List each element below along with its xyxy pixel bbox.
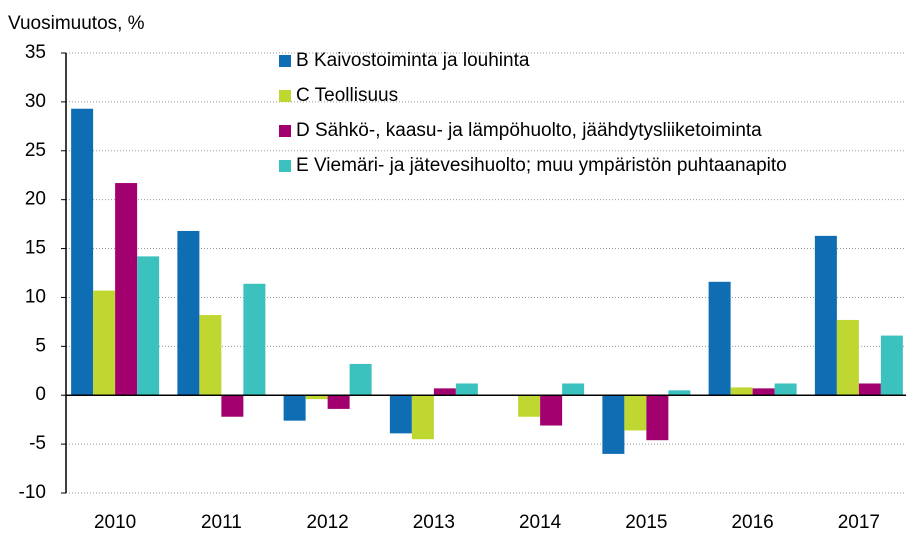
bar bbox=[411, 395, 434, 440]
x-tick-label: 2010 bbox=[94, 512, 136, 533]
legend-swatch bbox=[279, 55, 291, 67]
bar bbox=[221, 395, 244, 417]
bar bbox=[562, 383, 585, 396]
bar bbox=[730, 387, 753, 396]
bar bbox=[836, 319, 859, 396]
legend-label: D Sähkö-, kaasu- ja lämpöhuolto, jäähdyt… bbox=[296, 120, 762, 141]
x-tick-label: 2013 bbox=[413, 512, 455, 533]
x-tick-label: 2016 bbox=[731, 512, 773, 533]
y-tick-label: -10 bbox=[19, 482, 46, 503]
bar bbox=[93, 290, 116, 396]
bar bbox=[455, 383, 478, 396]
x-tick-label: 2015 bbox=[625, 512, 667, 533]
bar bbox=[814, 235, 837, 396]
bar bbox=[624, 395, 647, 431]
bar bbox=[137, 256, 160, 396]
y-axis-title: Vuosimuutos, % bbox=[8, 13, 145, 34]
x-tick-label: 2017 bbox=[838, 512, 880, 533]
bar bbox=[518, 395, 541, 417]
x-tick-label: 2014 bbox=[519, 512, 562, 533]
bar bbox=[115, 183, 138, 396]
bar bbox=[540, 395, 563, 426]
y-tick-label: 0 bbox=[35, 384, 46, 405]
y-tick-label: 15 bbox=[25, 238, 46, 259]
bar bbox=[71, 108, 94, 396]
legend-swatch bbox=[279, 125, 291, 137]
bar bbox=[668, 390, 691, 396]
legend-swatch bbox=[279, 160, 291, 172]
y-tick-label: 25 bbox=[25, 140, 46, 161]
y-tick-label: -5 bbox=[29, 433, 46, 454]
bar bbox=[283, 395, 306, 421]
bar bbox=[752, 388, 775, 396]
bar bbox=[708, 281, 731, 396]
bar bbox=[389, 395, 412, 434]
bar bbox=[349, 363, 372, 396]
y-tick-label: 30 bbox=[25, 91, 46, 112]
bar bbox=[305, 395, 328, 400]
y-tick-label: 20 bbox=[25, 189, 46, 210]
legend-swatch bbox=[279, 90, 291, 102]
bar bbox=[177, 230, 200, 396]
bar bbox=[327, 395, 350, 409]
bar bbox=[199, 315, 222, 396]
bar bbox=[858, 383, 881, 396]
bar bbox=[602, 395, 625, 454]
bar bbox=[243, 283, 266, 396]
x-tick-label: 2012 bbox=[306, 512, 348, 533]
legend-label: E Viemäri- ja jätevesihuolto; muu ympäri… bbox=[296, 155, 787, 176]
bar bbox=[774, 383, 797, 396]
x-tick-label: 2011 bbox=[201, 512, 242, 533]
y-tick-label: 35 bbox=[25, 42, 46, 63]
bar bbox=[433, 388, 456, 396]
bar bbox=[646, 395, 669, 441]
y-tick-label: 5 bbox=[35, 335, 46, 356]
y-tick-label: 10 bbox=[25, 286, 46, 307]
legend-label: C Teollisuus bbox=[296, 85, 398, 106]
legend-label: B Kaivostoiminta ja louhinta bbox=[296, 50, 530, 71]
bar bbox=[880, 335, 903, 396]
